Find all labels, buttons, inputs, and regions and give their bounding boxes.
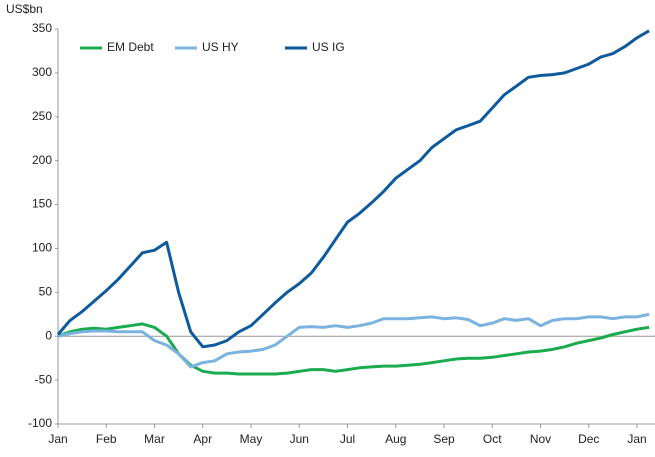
x-tick-label: May: [240, 432, 263, 446]
x-tick-label: Jan: [48, 432, 67, 446]
x-tick-label: Oct: [483, 432, 502, 446]
x-tick-label: Jun: [290, 432, 309, 446]
y-tick-label: -50: [35, 372, 53, 386]
y-tick-label: 350: [32, 21, 52, 35]
x-tick-label: Feb: [96, 432, 117, 446]
legend-label: US IG: [312, 40, 345, 54]
x-tick-label: Apr: [193, 432, 212, 446]
x-tick-label: Mar: [144, 432, 165, 446]
x-tick-label: Jul: [340, 432, 355, 446]
y-tick-label: 200: [32, 153, 52, 167]
y-axis-label: US$bn: [6, 2, 43, 16]
y-tick-label: 300: [32, 65, 52, 79]
y-tick-label: 150: [32, 197, 52, 211]
y-tick-label: -100: [28, 416, 52, 430]
series-line: [57, 322, 650, 376]
series-line: [57, 312, 650, 369]
series-line: [56, 29, 650, 349]
x-tick-label: Dec: [578, 432, 599, 446]
x-tick-label: Nov: [530, 432, 551, 446]
legend-label: US HY: [202, 40, 239, 54]
y-tick-label: 250: [32, 109, 52, 123]
y-tick-label: 100: [32, 241, 52, 255]
x-tick-label: Sep: [433, 432, 455, 446]
x-tick-label: Jan: [627, 432, 646, 446]
x-tick-label: Aug: [385, 432, 406, 446]
y-tick-label: 50: [39, 285, 53, 299]
y-tick-label: 0: [45, 328, 52, 342]
legend-label: EM Debt: [107, 40, 154, 54]
